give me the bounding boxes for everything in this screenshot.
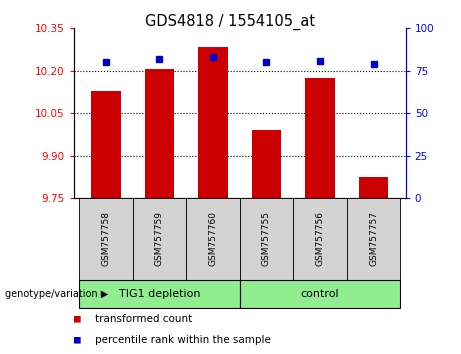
Bar <box>240 198 293 280</box>
Bar <box>79 198 133 280</box>
Bar <box>359 177 388 198</box>
Bar <box>347 198 400 280</box>
Bar <box>240 280 400 308</box>
Bar <box>91 91 121 198</box>
Text: genotype/variation ▶: genotype/variation ▶ <box>5 289 108 299</box>
Text: ■: ■ <box>74 335 87 345</box>
Bar <box>293 198 347 280</box>
Text: GSM757759: GSM757759 <box>155 211 164 267</box>
Bar <box>198 47 228 198</box>
Bar <box>305 78 335 198</box>
Bar <box>186 198 240 280</box>
Text: GSM757756: GSM757756 <box>315 211 325 267</box>
Bar <box>145 69 174 198</box>
Text: GSM757760: GSM757760 <box>208 211 218 267</box>
Text: control: control <box>301 289 339 299</box>
Text: TIG1 depletion: TIG1 depletion <box>118 289 200 299</box>
Bar <box>79 280 240 308</box>
Text: GDS4818 / 1554105_at: GDS4818 / 1554105_at <box>145 14 316 30</box>
Text: GSM757758: GSM757758 <box>101 211 110 267</box>
Text: GSM757755: GSM757755 <box>262 211 271 267</box>
Bar <box>252 130 281 198</box>
Text: GSM757757: GSM757757 <box>369 211 378 267</box>
Bar <box>133 198 186 280</box>
Text: percentile rank within the sample: percentile rank within the sample <box>95 335 271 345</box>
Text: transformed count: transformed count <box>95 314 192 324</box>
Text: ■: ■ <box>74 314 87 324</box>
